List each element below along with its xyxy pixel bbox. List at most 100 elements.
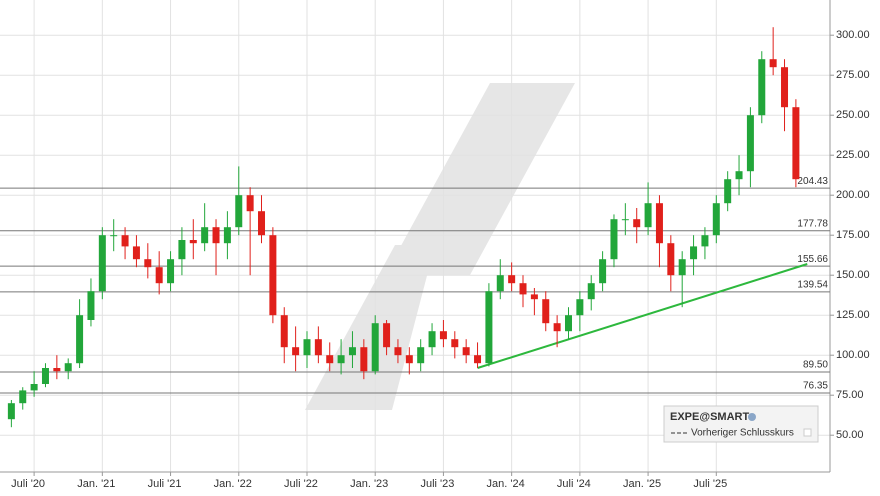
level-label: 155.66: [797, 254, 828, 265]
candle-body: [701, 235, 709, 247]
candle-body: [690, 246, 698, 260]
y-tick-label: 275.00: [836, 69, 870, 81]
candle-body: [599, 259, 607, 284]
candle-body: [724, 179, 732, 204]
candle-body: [758, 59, 766, 116]
candle-body: [633, 219, 641, 228]
candle-body: [564, 315, 572, 332]
candle-body: [712, 203, 720, 236]
candle-body: [678, 259, 686, 276]
level-label: 89.50: [803, 360, 828, 371]
candle-body: [269, 235, 277, 316]
candle-body: [667, 243, 675, 276]
candle-body: [542, 299, 550, 324]
candle-body: [178, 240, 186, 260]
candle-body: [530, 294, 538, 300]
y-tick-label: 300.00: [836, 29, 870, 41]
candle-body: [417, 347, 425, 364]
candle-body: [303, 339, 311, 356]
candle-body: [98, 235, 106, 292]
candle-body: [76, 315, 84, 364]
candle-body: [553, 323, 561, 332]
candle-body: [383, 323, 391, 348]
y-tick-label: 125.00: [836, 309, 870, 321]
candle-body: [223, 227, 231, 244]
level-label: 139.54: [797, 280, 828, 291]
candle-body: [121, 235, 129, 247]
candle-body: [258, 211, 266, 236]
x-tick-label: Jan. '25: [623, 478, 661, 490]
candle-body: [41, 368, 49, 384]
y-tick-label: 100.00: [836, 349, 870, 361]
y-tick-label: 175.00: [836, 229, 870, 241]
candle-body: [451, 339, 459, 348]
candle-body: [644, 203, 652, 228]
candle-body: [280, 315, 288, 348]
candle-body: [144, 259, 152, 268]
candle-body: [132, 246, 140, 260]
legend-checkbox: [803, 428, 812, 437]
candle-body: [155, 267, 163, 284]
legend-item: Vorheriger Schlusskurs: [691, 428, 794, 439]
x-tick-label: Juli '20: [11, 478, 45, 490]
x-tick-label: Juli '22: [284, 478, 318, 490]
y-tick-label: 50.00: [836, 429, 864, 441]
candle-body: [30, 384, 38, 391]
x-tick-label: Juli '25: [693, 478, 727, 490]
x-tick-label: Jan. '24: [487, 478, 525, 490]
candle-body: [189, 240, 197, 244]
candle-body: [314, 339, 322, 356]
candle-body: [337, 355, 345, 364]
candle-body: [769, 59, 777, 68]
level-label: 177.78: [797, 218, 828, 229]
x-tick-label: Jan. '23: [350, 478, 388, 490]
candle-body: [53, 368, 61, 372]
x-tick-label: Juli '23: [420, 478, 454, 490]
candle-body: [496, 275, 504, 292]
candle-body: [326, 355, 334, 364]
candle-body: [474, 355, 482, 364]
legend: EXPE@SMART Vorheriger Schlusskurs: [663, 405, 819, 443]
y-tick-label: 200.00: [836, 189, 870, 201]
candle-body: [348, 347, 356, 356]
candle-body: [110, 235, 118, 237]
candle-body: [508, 275, 516, 284]
candle-body: [371, 323, 379, 372]
legend-icon: [748, 413, 756, 421]
candle-body: [212, 227, 220, 244]
candle-body: [246, 195, 254, 212]
candle-body: [235, 195, 243, 228]
candle-body: [405, 355, 413, 364]
candle-body: [292, 347, 300, 356]
y-tick-label: 150.00: [836, 269, 870, 281]
candle-body: [462, 347, 470, 356]
candle-body: [87, 291, 95, 320]
trend-line: [477, 263, 808, 369]
x-tick-label: Jan. '22: [214, 478, 252, 490]
candle-body: [19, 390, 27, 404]
level-label: 204.43: [797, 176, 828, 187]
candle-body: [64, 363, 72, 372]
candle-body: [360, 347, 368, 372]
candle-body: [655, 203, 663, 244]
candle-body: [7, 403, 15, 420]
watermark-top: [385, 83, 575, 275]
watermark-bottom: [305, 245, 435, 410]
candle-body: [439, 331, 447, 340]
candle-body: [201, 227, 209, 244]
x-tick-label: Jan. '21: [77, 478, 115, 490]
y-tick-label: 75.00: [836, 389, 864, 401]
candle-body: [519, 283, 527, 295]
candle-body: [167, 259, 175, 284]
x-tick-label: Juli '24: [557, 478, 591, 490]
candle-body: [781, 67, 789, 108]
y-tick-label: 250.00: [836, 109, 870, 121]
candle-body: [792, 107, 800, 180]
legend-box: [663, 405, 819, 443]
legend-title: EXPE@SMART: [670, 411, 749, 423]
candle-body: [735, 171, 743, 180]
candle-body: [485, 291, 493, 364]
watermark: [305, 83, 575, 410]
candle-body: [576, 299, 584, 316]
